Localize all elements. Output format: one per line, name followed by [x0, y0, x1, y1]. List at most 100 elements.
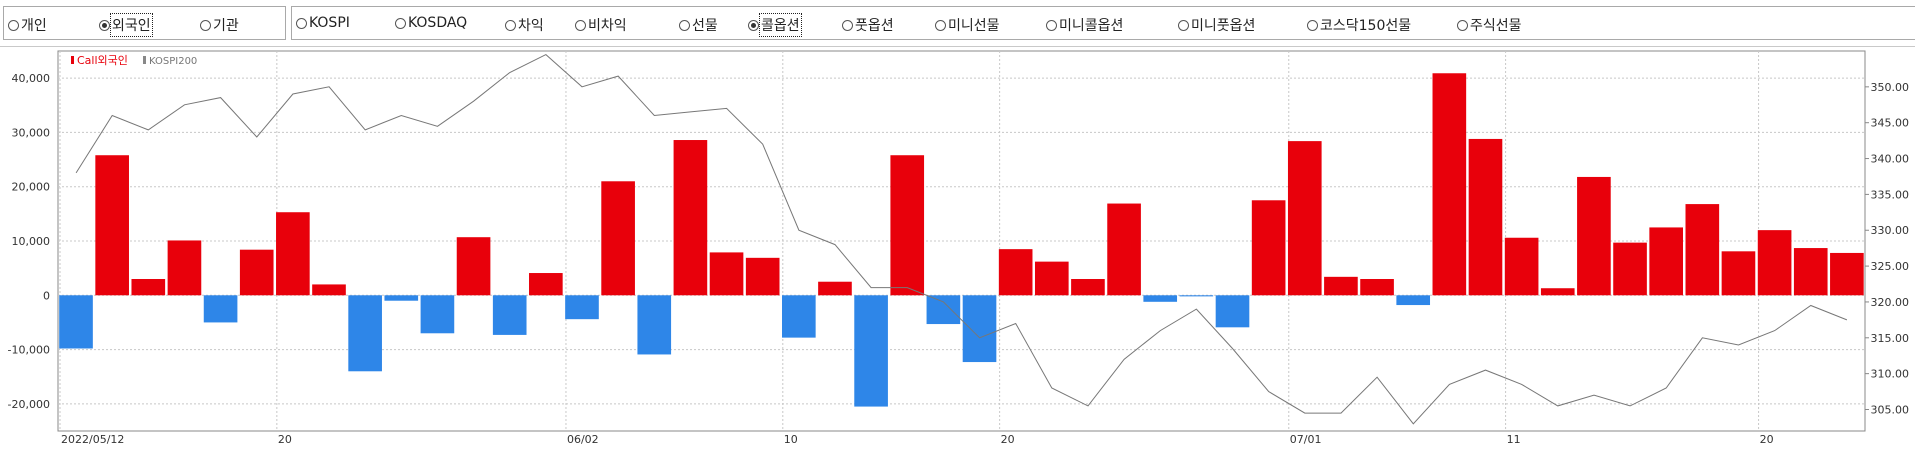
- right-tick-label: 330.00: [1871, 224, 1910, 237]
- right-tick-label: 315.00: [1871, 332, 1910, 345]
- market-option-6[interactable]: 풋옵션: [842, 15, 894, 35]
- market-option-7[interactable]: 미니선물: [935, 15, 1000, 35]
- bar: [1793, 248, 1828, 296]
- investor-option-label: 기관: [213, 18, 239, 34]
- radio-icon[interactable]: [395, 17, 406, 29]
- legend-call-foreign: Call외국인: [77, 54, 128, 67]
- bar: [529, 273, 563, 296]
- market-option-label: 차익: [518, 18, 544, 34]
- radio-icon[interactable]: [935, 19, 946, 31]
- radio-icon[interactable]: [8, 19, 19, 31]
- bar: [998, 249, 1033, 296]
- bar: [1540, 288, 1575, 296]
- radio-icon[interactable]: [99, 19, 110, 31]
- bar: [1685, 204, 1720, 296]
- bar: [1396, 295, 1431, 306]
- bar: [1107, 203, 1141, 296]
- right-tick-label: 340.00: [1871, 153, 1910, 166]
- bar: [854, 295, 888, 407]
- legend-swatch-call: [71, 56, 74, 64]
- x-tick-label: 2022/05/12: [61, 433, 124, 446]
- bar: [492, 295, 527, 335]
- x-tick-label: 07/01: [1290, 433, 1322, 446]
- bar: [565, 295, 599, 320]
- right-tick-label: 345.00: [1871, 117, 1910, 130]
- bar: [1577, 176, 1611, 296]
- market-option-9[interactable]: 미니풋옵션: [1178, 15, 1255, 35]
- market-option-label: KOSDAQ: [408, 15, 468, 31]
- bar: [312, 284, 346, 296]
- x-tick-label: 20: [278, 433, 292, 446]
- bar: [59, 295, 93, 349]
- bar: [1215, 295, 1250, 328]
- left-tick-label: 40,000: [12, 72, 51, 85]
- market-option-label: 미니선물: [948, 18, 1000, 34]
- radio-icon[interactable]: [1307, 19, 1318, 31]
- right-tick-label: 320.00: [1871, 296, 1910, 309]
- radio-icon[interactable]: [505, 19, 516, 31]
- legend-kospi200: KOSPI200: [149, 56, 197, 67]
- radio-icon[interactable]: [575, 19, 586, 31]
- left-tick-label: 10,000: [12, 235, 51, 248]
- market-option-label: 미니콜옵션: [1059, 18, 1124, 34]
- bar: [1504, 237, 1539, 296]
- right-tick-label: 350.00: [1871, 81, 1910, 94]
- market-option-11[interactable]: 주식선물: [1457, 15, 1522, 35]
- market-option-1[interactable]: KOSDAQ: [395, 15, 467, 31]
- bar: [420, 295, 455, 334]
- bar: [782, 295, 816, 338]
- market-option-label: 콜옵션: [759, 13, 802, 37]
- market-option-3[interactable]: 비차익: [575, 15, 627, 35]
- radio-icon[interactable]: [200, 19, 211, 31]
- radio-icon[interactable]: [1457, 19, 1468, 31]
- bar: [1071, 279, 1105, 296]
- x-tick-label: 10: [784, 433, 798, 446]
- bar: [203, 295, 238, 323]
- bar: [239, 249, 274, 296]
- bar: [818, 281, 852, 296]
- bar: [1287, 141, 1322, 296]
- left-tick-label: 0: [43, 289, 50, 302]
- radio-icon[interactable]: [679, 19, 690, 31]
- market-option-5[interactable]: 콜옵션: [748, 13, 802, 37]
- bar: [1830, 252, 1864, 296]
- bar: [1613, 242, 1647, 296]
- investor-option-1[interactable]: 외국인: [99, 13, 153, 37]
- bar: [456, 237, 491, 296]
- investor-option-label: 외국인: [110, 13, 153, 37]
- market-option-2[interactable]: 차익: [505, 15, 544, 35]
- bar: [1179, 295, 1214, 297]
- market-option-label: 비차익: [588, 18, 627, 34]
- radio-icon[interactable]: [748, 19, 759, 31]
- filter-bar: 개인 외국인 기관 KOSPI KOSDAQ 차익 비차익 선물 콜옵션 풋옵션 미니선물 미니콜옵…: [0, 0, 1915, 47]
- bar: [131, 279, 166, 296]
- radio-icon[interactable]: [842, 19, 853, 31]
- radio-icon[interactable]: [1178, 19, 1189, 31]
- bar: [1649, 227, 1683, 296]
- bar: [1034, 261, 1069, 296]
- market-option-label: 주식선물: [1470, 18, 1522, 34]
- investor-option-0[interactable]: 개인: [8, 15, 47, 35]
- radio-icon[interactable]: [296, 17, 307, 29]
- bar: [962, 295, 997, 363]
- market-option-10[interactable]: 코스닥150선물: [1307, 15, 1411, 35]
- market-option-label: KOSPI: [309, 15, 350, 31]
- bar: [926, 295, 961, 325]
- market-option-0[interactable]: KOSPI: [296, 15, 350, 31]
- left-tick-label: -10,000: [8, 344, 50, 357]
- radio-icon[interactable]: [1046, 19, 1057, 31]
- bar: [745, 257, 780, 296]
- bar: [1757, 230, 1792, 296]
- bar: [890, 155, 925, 296]
- market-option-8[interactable]: 미니콜옵션: [1046, 15, 1123, 35]
- bar: [348, 295, 382, 372]
- bar: [637, 295, 672, 355]
- investor-option-label: 개인: [21, 18, 47, 34]
- x-tick-label: 06/02: [567, 433, 599, 446]
- bar: [1324, 276, 1358, 296]
- bar: [673, 140, 708, 296]
- investor-radio-group: 개인 외국인 기관: [3, 6, 286, 40]
- market-option-4[interactable]: 선물: [679, 15, 718, 35]
- kospi200-line: [75, 54, 1848, 425]
- investor-option-2[interactable]: 기관: [200, 15, 239, 35]
